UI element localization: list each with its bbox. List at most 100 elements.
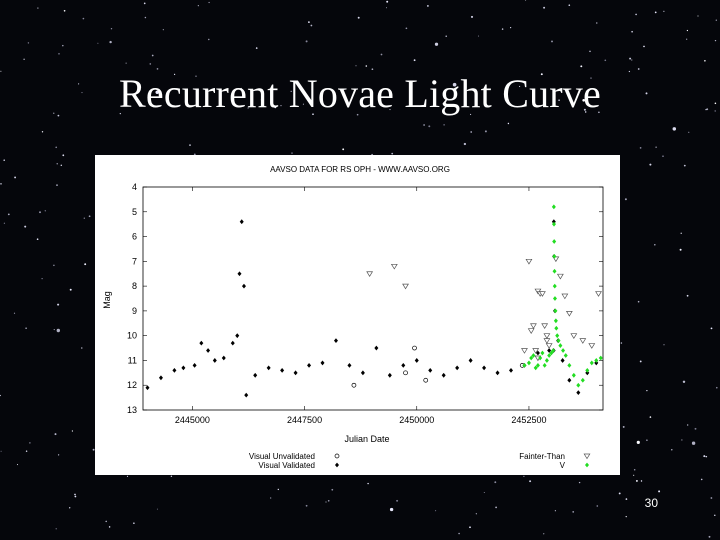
star: [523, 475, 525, 478]
star: [585, 97, 587, 100]
star: [55, 528, 57, 530]
star: [639, 147, 642, 149]
star: [624, 198, 627, 201]
star: [57, 303, 60, 306]
star: [435, 510, 437, 512]
point-v: [538, 355, 543, 361]
point-visual-validated: [244, 392, 249, 398]
point-v: [567, 363, 572, 368]
star: [716, 386, 718, 389]
point-visual-validated: [221, 355, 226, 361]
legend-symbol: [585, 462, 589, 468]
star: [3, 159, 5, 161]
star: [0, 450, 2, 452]
point-v: [544, 358, 549, 363]
star: [13, 312, 16, 314]
y-tick-label: 8: [132, 281, 137, 291]
star: [312, 113, 314, 116]
star: [105, 520, 107, 523]
star: [646, 389, 648, 392]
star: [708, 535, 711, 538]
star: [633, 469, 636, 471]
point-visual-validated: [482, 365, 487, 371]
point-visual-validated: [347, 363, 352, 368]
x-tick-label: 2450000: [399, 415, 434, 425]
star: [255, 47, 258, 49]
y-tick-label: 12: [127, 380, 137, 390]
star: [380, 53, 383, 56]
star: [604, 59, 607, 62]
star: [54, 433, 57, 436]
x-tick-label: 2447500: [287, 415, 322, 425]
star: [290, 90, 292, 93]
point-fainter-than: [579, 338, 587, 344]
star: [310, 24, 313, 27]
star: [596, 505, 599, 507]
point-v: [535, 363, 540, 368]
star: [149, 63, 152, 65]
star: [3, 222, 6, 224]
point-visual-validated: [547, 348, 552, 353]
point-visual-validated: [320, 360, 325, 366]
star: [63, 9, 66, 12]
star: [470, 15, 474, 18]
point-fainter-than: [390, 263, 398, 270]
x-tick-label: 2452500: [511, 415, 546, 425]
point-fainter-than: [588, 343, 596, 349]
chart-panel: AAVSO DATA FOR RS OPH - WWW.AAVSO.ORG Ma…: [95, 155, 620, 475]
star: [413, 59, 416, 62]
light-curve-chart: AAVSO DATA FOR RS OPH - WWW.AAVSO.ORG Ma…: [102, 165, 604, 470]
star: [151, 54, 154, 57]
star: [628, 70, 631, 73]
point-fainter-than: [366, 271, 374, 277]
star: [714, 514, 716, 517]
star: [640, 480, 643, 482]
legend-label: Visual Validated: [258, 461, 315, 470]
star: [62, 44, 64, 47]
x-axis-label: Julian Date: [344, 434, 389, 444]
star: [208, 38, 210, 41]
star: [53, 329, 55, 331]
y-tick-label: 7: [132, 256, 137, 266]
point-fainter-than: [541, 323, 549, 330]
point-v: [529, 355, 534, 361]
star: [193, 153, 196, 156]
star: [109, 40, 112, 44]
star: [686, 38, 688, 40]
point-v: [552, 253, 557, 259]
star: [81, 347, 83, 349]
star: [635, 479, 638, 482]
star: [308, 21, 310, 23]
star: [7, 213, 10, 216]
point-fainter-than: [538, 291, 546, 297]
y-axis-label: Mag: [102, 291, 112, 309]
star: [195, 75, 197, 77]
point-fainter-than: [530, 323, 537, 330]
point-v: [540, 350, 545, 356]
point-v: [526, 360, 531, 366]
star: [568, 4, 571, 7]
star: [41, 131, 44, 133]
star: [625, 498, 628, 500]
star: [143, 2, 146, 5]
y-tick-label: 6: [132, 232, 137, 242]
star: [325, 501, 327, 503]
star: [469, 526, 471, 529]
star: [291, 152, 293, 154]
star: [529, 480, 532, 483]
point-v: [563, 353, 568, 358]
star: [681, 439, 683, 441]
point-v: [547, 353, 552, 358]
point-fainter-than: [570, 333, 578, 339]
point-visual-validated: [158, 375, 163, 381]
star: [126, 475, 129, 477]
point-visual-validated: [293, 370, 298, 376]
star: [71, 430, 73, 432]
point-fainter-than: [532, 348, 540, 354]
legend-label: Fainter-Than: [519, 452, 565, 461]
star: [633, 474, 635, 476]
star: [598, 111, 600, 114]
star: [58, 53, 60, 55]
star: [356, 113, 359, 116]
